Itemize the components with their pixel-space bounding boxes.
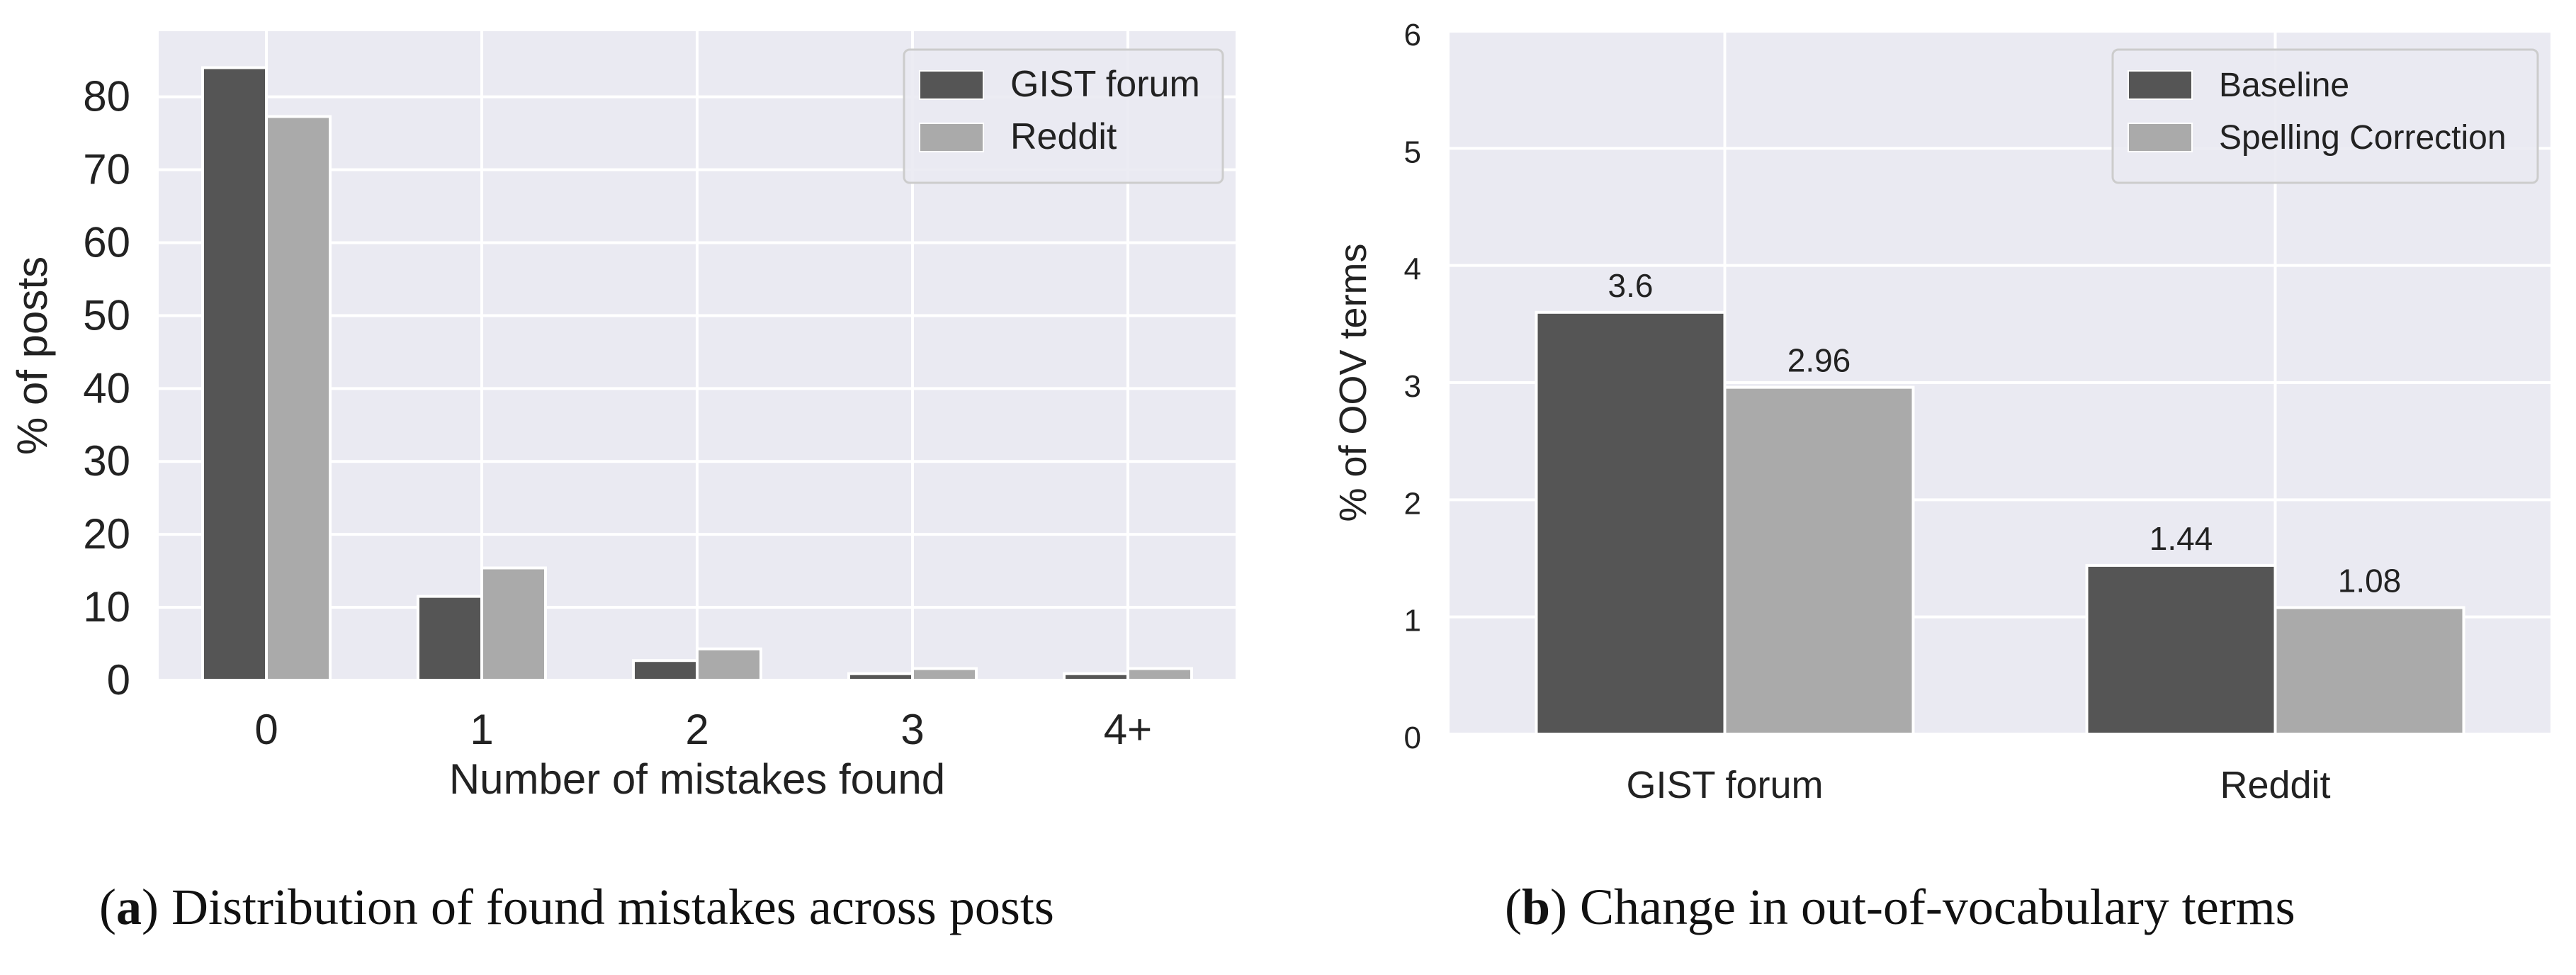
bar <box>201 66 268 682</box>
legend-swatch <box>919 70 984 100</box>
y-tick-label: 60 <box>83 218 130 266</box>
y-tick-label: 6 <box>1404 18 1421 52</box>
bar <box>1535 310 1727 736</box>
bar <box>911 667 978 682</box>
data-label: 1.08 <box>2338 562 2402 599</box>
legend-swatch <box>919 123 984 152</box>
x-tick-label: GIST forum <box>1626 764 1823 806</box>
y-tick-label: 20 <box>83 510 130 558</box>
y-tick-label: 10 <box>83 583 130 631</box>
bar <box>2085 563 2277 736</box>
legend-swatch <box>2128 70 2193 100</box>
bar <box>847 672 914 682</box>
y-tick-label: 50 <box>83 291 130 339</box>
bar <box>1063 672 1129 682</box>
caption-b-label: b <box>1521 879 1551 935</box>
y-tick-label: 1 <box>1404 604 1421 638</box>
y-tick-label: 0 <box>107 656 130 704</box>
y-tick-label: 40 <box>83 364 130 412</box>
x-tick-label: 0 <box>254 706 278 753</box>
data-label: 2.96 <box>1787 342 1851 379</box>
y-tick-label: 70 <box>83 146 130 193</box>
x-tick-label: 1 <box>470 706 493 753</box>
legend-label: Reddit <box>1010 116 1117 157</box>
data-label: 3.6 <box>1608 267 1654 304</box>
x-tick-label: 4+ <box>1104 706 1152 753</box>
legend-box <box>2111 48 2539 184</box>
chart-b: 0 1 2 3 4 5 6 3.6 1.44 2.96 1.08 GIST forum Reddit % … <box>1332 18 2550 806</box>
legend-swatch <box>2128 123 2193 152</box>
chart-a: 0 10 20 30 40 50 60 70 80 0 1 2 3 4+ Number of mistake… <box>9 31 1236 803</box>
bar <box>480 566 547 682</box>
y-tick-label: 80 <box>83 73 130 120</box>
bar <box>2273 606 2465 736</box>
legend: GIST forum Reddit <box>903 48 1224 184</box>
caption-a: (a) Distribution of found mistakes acros… <box>99 879 1054 935</box>
y-tick-label: 4 <box>1404 252 1421 287</box>
y-tick-label: 2 <box>1404 486 1421 521</box>
legend: Baseline Spelling Correction <box>2111 48 2539 184</box>
bar <box>1723 385 1915 736</box>
x-tick-label: 2 <box>685 706 708 753</box>
y-tick-label: 5 <box>1404 135 1421 169</box>
y-axis-label: % of OOV terms <box>1332 243 1374 522</box>
x-tick-label: Reddit <box>2220 764 2330 806</box>
y-axis-label: % of posts <box>9 257 56 455</box>
bar <box>696 647 762 682</box>
caption-b-text: Change in out-of-vocabulary terms <box>1580 879 2295 935</box>
x-axis-label: Number of mistakes found <box>449 755 945 803</box>
bar <box>417 594 483 682</box>
caption-b: (b) Change in out-of-vocabulary terms <box>1505 879 2295 935</box>
y-tick-label: 30 <box>83 437 130 485</box>
legend-label: Spelling Correction <box>2219 119 2507 157</box>
legend-label: Baseline <box>2219 67 2349 104</box>
x-tick-label: 3 <box>900 706 924 753</box>
data-label: 1.44 <box>2150 520 2213 557</box>
legend-label: GIST forum <box>1010 64 1200 105</box>
caption-a-label: a <box>115 879 142 935</box>
y-tick-label: 3 <box>1404 369 1421 404</box>
caption-a-text: Distribution of found mistakes across po… <box>171 879 1054 935</box>
bar <box>265 115 332 682</box>
y-tick-label: 0 <box>1404 721 1421 755</box>
bar <box>632 659 699 682</box>
bar <box>1126 667 1193 682</box>
